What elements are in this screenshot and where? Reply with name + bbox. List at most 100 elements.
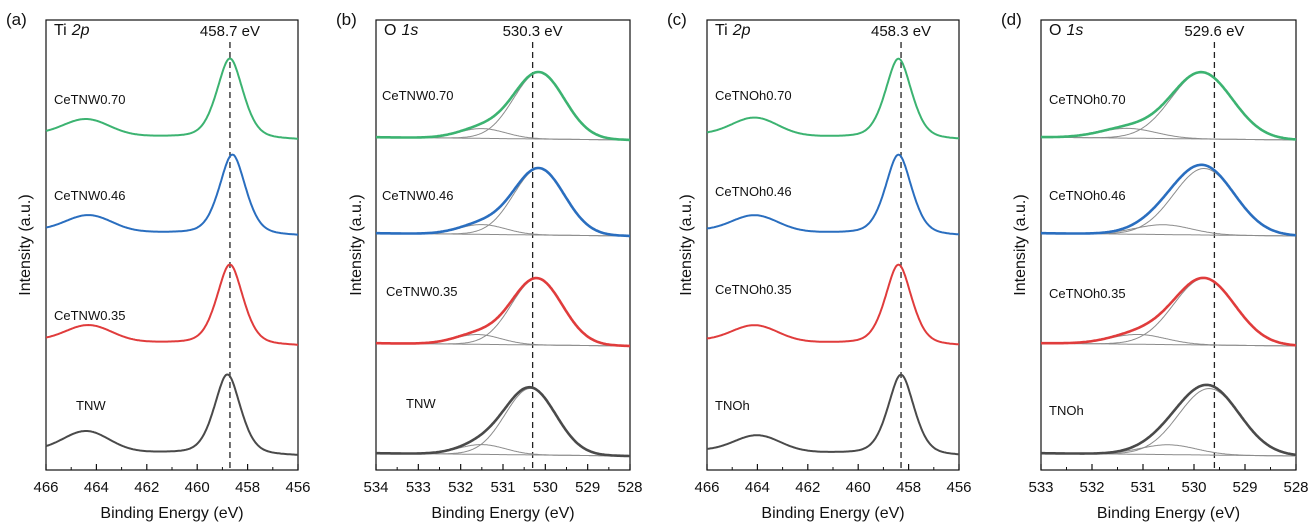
panel-title: Ti 2p [715, 22, 751, 39]
series-line [376, 276, 630, 348]
x-tick-label: 464 [745, 479, 770, 496]
x-tick-label: 529 [1232, 479, 1257, 496]
x-axis-label: Binding Energy (eV) [100, 505, 243, 522]
peak-label: 458.3 eV [871, 23, 931, 40]
x-tick-label: 458 [896, 479, 921, 496]
series-TNOh: TNOh [706, 373, 960, 456]
x-tick-label: 530 [533, 479, 558, 496]
series-CeTNOh0.35: CeTNOh0.35 [706, 263, 960, 346]
series-TNW: TNW [376, 385, 630, 458]
panel-title: O 1s [384, 22, 418, 39]
panel-letter: (c) [667, 10, 687, 29]
series-line [45, 153, 298, 236]
series-label: CeTNOh0.70 [715, 88, 792, 103]
x-tick-label: 462 [134, 479, 159, 496]
series-label: CeTNOh0.35 [715, 282, 792, 297]
series-TNOh: TNOh [1041, 383, 1297, 457]
orbital-label: 1s [1066, 22, 1083, 39]
panel-title: Ti 2p [54, 22, 90, 39]
series-line [1041, 383, 1297, 457]
x-tick-label: 531 [490, 479, 515, 496]
panel-c: (c) Ti 2p Intensity (a.u.) 466 464 462 460 458 45… [667, 10, 972, 522]
orbital-label: 2p [71, 22, 90, 39]
series-CeTNW0.35: CeTNW0.35 [45, 263, 298, 346]
series-line [45, 57, 298, 140]
series-label: CeTNOh0.46 [715, 184, 792, 199]
series-label: CeTNW0.46 [54, 188, 126, 203]
series-label: CeTNW0.35 [54, 308, 126, 323]
panel-letter: (d) [1001, 10, 1022, 29]
series-CeTNW0.46: CeTNW0.46 [376, 166, 630, 238]
peak-label: 530.3 eV [503, 23, 563, 40]
panel-letter: (b) [336, 10, 357, 29]
x-axis-label: Binding Energy (eV) [431, 505, 574, 522]
x-tick-label: 530 [1181, 479, 1206, 496]
series-label: CeTNW0.70 [54, 92, 126, 107]
orbital-label: 2p [732, 22, 751, 39]
series-line [45, 373, 299, 456]
x-axis-label: Binding Energy (eV) [1097, 505, 1240, 522]
series-line [706, 263, 960, 346]
series-label: TNOh [715, 398, 750, 413]
series-line [376, 166, 630, 238]
element-symbol: O [384, 22, 396, 39]
series-label: CeTNOh0.35 [1049, 286, 1126, 301]
peak-label: 529.6 eV [1184, 23, 1244, 40]
series-CeTNOh0.46: CeTNOh0.46 [706, 153, 960, 236]
element-symbol: Ti [54, 22, 67, 39]
series-label: CeTNOh0.70 [1049, 92, 1126, 107]
peak-label: 458.7 eV [200, 23, 260, 40]
series-TNW: TNW [45, 373, 299, 456]
series-CeTNOh0.70: CeTNOh0.70 [1041, 70, 1297, 141]
series-line [376, 70, 630, 142]
x-tick-label: 533 [406, 479, 431, 496]
series-CeTNOh0.35: CeTNOh0.35 [1041, 276, 1297, 347]
panel-letter: (a) [6, 10, 27, 29]
series-line [706, 57, 960, 140]
x-tick-label: 532 [448, 479, 473, 496]
series-label: CeTNW0.70 [382, 88, 454, 103]
x-tick-label: 531 [1130, 479, 1155, 496]
panel-b: (b) O 1s Intensity (a.u.) 534 533 532 531 530 529… [336, 10, 643, 522]
series-line [706, 153, 960, 236]
series-label: TNW [406, 396, 436, 411]
series-label: CeTNW0.46 [382, 188, 454, 203]
y-axis-label: Intensity (a.u.) [17, 194, 34, 295]
series-label: TNW [76, 398, 106, 413]
series-line [1041, 70, 1297, 141]
x-tick-label: 533 [1028, 479, 1053, 496]
element-symbol: Ti [715, 22, 728, 39]
y-axis-label: Intensity (a.u.) [348, 194, 365, 295]
x-tick-label: 464 [84, 479, 109, 496]
x-tick-label: 456 [946, 479, 971, 496]
y-axis-label: Intensity (a.u.) [1012, 194, 1029, 295]
panel-title: O 1s [1049, 22, 1083, 39]
x-tick-label: 456 [285, 479, 310, 496]
orbital-label: 1s [401, 22, 418, 39]
x-tick-label: 462 [795, 479, 820, 496]
series-line [706, 373, 960, 456]
series-line [1041, 276, 1297, 347]
series-CeTNW0.35: CeTNW0.35 [376, 276, 630, 348]
series-CeTNOh0.70: CeTNOh0.70 [706, 57, 960, 140]
series-line [376, 385, 630, 458]
series-line [45, 263, 298, 346]
series-label: CeTNW0.35 [386, 284, 458, 299]
series-label: TNOh [1049, 403, 1084, 418]
element-symbol: O [1049, 22, 1061, 39]
panel-a: (a) Ti 2p Intensity (a.u.) 466 464 462 460 458 45… [6, 10, 311, 522]
series-CeTNW0.70: CeTNW0.70 [376, 70, 630, 142]
series-CeTNOh0.46: CeTNOh0.46 [1041, 163, 1297, 237]
series-line [1041, 163, 1297, 237]
series-CeTNW0.46: CeTNW0.46 [45, 153, 298, 236]
series-label: CeTNOh0.46 [1049, 188, 1126, 203]
x-tick-label: 466 [694, 479, 719, 496]
series-CeTNW0.70: CeTNW0.70 [45, 57, 298, 140]
x-tick-label: 532 [1079, 479, 1104, 496]
x-tick-label: 460 [846, 479, 871, 496]
x-tick-label: 460 [185, 479, 210, 496]
x-tick-label: 466 [33, 479, 58, 496]
panel-d: (d) O 1s Intensity (a.u.) 533 532 531 530 529 528… [1001, 10, 1309, 522]
x-tick-label: 534 [363, 479, 388, 496]
